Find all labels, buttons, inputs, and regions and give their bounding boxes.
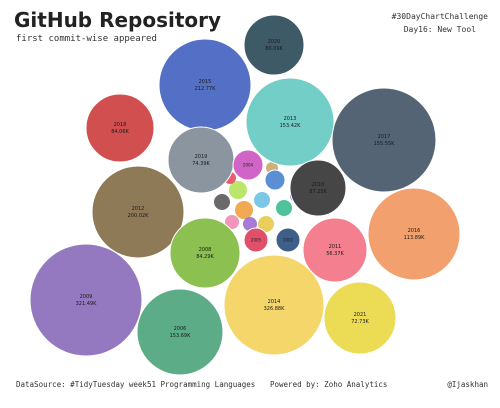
bubble-value-label-2015: 212.77K: [195, 86, 216, 92]
bubble-2004: 2004: [232, 149, 264, 181]
chart-title: GitHub Repository: [14, 8, 222, 32]
bubble-small-6: [258, 216, 274, 232]
bubble-2002: 2002: [275, 227, 301, 253]
bubble-small-2: [235, 201, 253, 219]
bubble-circle-2021: [323, 281, 397, 355]
bubble-value-label-2010: 87.25K: [309, 189, 327, 195]
bubble-value-label-2016: 113.89K: [404, 235, 425, 241]
bubble-circle-2011: [302, 217, 368, 283]
challenge-tag-line2: Day16: New Tool: [403, 25, 476, 34]
bubble-small-5: [225, 215, 239, 229]
bubble-year-label-2014: 2014: [268, 299, 281, 305]
bubble-circle-2010: [289, 159, 347, 217]
bubble-year-label-2015: 2015: [199, 79, 212, 85]
bubble-value-label-2012: 200.02K: [128, 213, 149, 219]
bubble-circle-2017: [331, 87, 437, 193]
bubble-circle-2009: [29, 243, 143, 357]
bubble-year-label-2010: 2010: [312, 182, 325, 188]
chart-subtitle: first commit-wise appeared: [16, 34, 157, 44]
bubble-circle-2002: [275, 227, 301, 253]
bubble-circle-2004: [232, 149, 264, 181]
bubble-circle-2020: [243, 14, 305, 76]
bubble-small-3: [254, 192, 270, 208]
bubble-value-label-2008: 84.29K: [196, 254, 214, 260]
bubble-circle-2012: [91, 165, 185, 259]
bubble-value-label-2014: 326.88K: [264, 306, 285, 312]
bubble-year-label-2008: 2008: [199, 247, 212, 253]
bubble-year-label-2006: 2006: [174, 326, 187, 332]
bubble-2005: 2005: [243, 227, 269, 253]
bubble-value-label-2011: 56.37K: [326, 251, 344, 257]
bubble-value-label-2019: 74.39K: [192, 161, 210, 167]
bubble-circle-2006: [136, 288, 224, 376]
bubble-circle-2015: [158, 38, 252, 132]
bubble-year-label-2013: 2013: [284, 116, 297, 122]
bubble-small-0: [229, 181, 247, 199]
bubble-value-label-2009: 321.49K: [76, 301, 97, 307]
footer-source: DataSource: #TidyTuesday week51 Programm…: [16, 380, 256, 389]
bubble-year-label-2016: 2016: [408, 228, 421, 234]
bubble-value-label-2021: 72.73K: [351, 319, 369, 325]
bubble-small-7: [243, 217, 257, 231]
bubble-circle-2016: [367, 187, 461, 281]
bubble-circle-2008: [169, 217, 241, 289]
bubble-small-4: [276, 200, 292, 216]
bubble-value-label-2013: 153.42K: [280, 123, 301, 129]
bubble-circle-2018: [85, 93, 155, 163]
bubble-year-label-2011: 2011: [329, 244, 342, 250]
bubble-year-label-2021: 2021: [354, 312, 367, 318]
bubble-circle-2014: [223, 254, 325, 356]
footer-powered-by: Powered by: Zoho Analytics: [270, 380, 388, 389]
bubble-year-label-2019: 2019: [195, 154, 208, 160]
bubble-value-label-2017: 155.55K: [374, 141, 395, 147]
bubble-year-label-2018: 2018: [114, 122, 127, 128]
bubble-circle-2019: [167, 126, 235, 194]
bubble-value-label-2020: 80.09K: [265, 46, 283, 52]
bubble-circle-2005: [243, 227, 269, 253]
challenge-tag-line1: #30DayChartChallenge: [391, 12, 488, 21]
bubble-year-label-2017: 2017: [378, 134, 391, 140]
bubble-year-label-2009: 2009: [80, 294, 93, 300]
bubble-year-label-2002: 2002: [283, 238, 294, 243]
bubble-circle-2013: [245, 77, 335, 167]
bubble-2003: [264, 169, 286, 191]
bubble-value-label-2006: 153.69K: [170, 333, 191, 339]
bubble-circle-2003: [264, 169, 286, 191]
bubble-year-label-2004: 2004: [243, 163, 254, 168]
bubble-year-label-2012: 2012: [132, 206, 145, 212]
footer-handle: @Ijaskhan: [447, 380, 488, 389]
bubble-small-1: [214, 194, 230, 210]
bubble-year-label-2020: 2020: [268, 39, 281, 45]
bubble-year-label-2005: 2005: [251, 238, 262, 243]
challenge-tag: #30DayChartChallenge Day16: New Tool: [392, 10, 488, 36]
bubble-value-label-2018: 84.06K: [111, 129, 129, 135]
